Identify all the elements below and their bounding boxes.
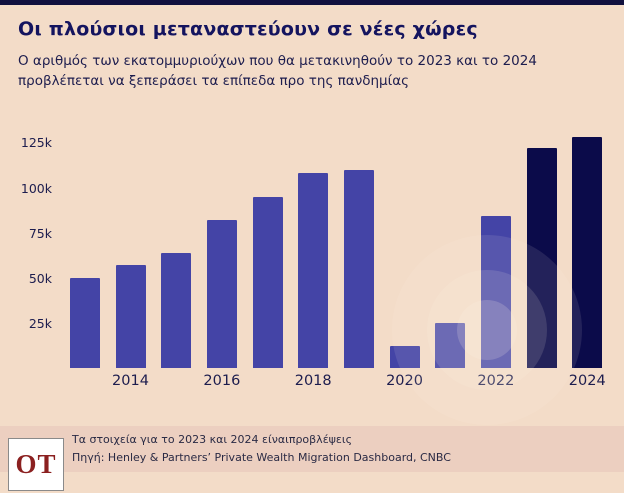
bar-2019 [343,170,374,368]
bar-2017 [252,197,283,368]
bar-2021 [435,323,466,368]
y-tick-label: 25k [28,316,52,331]
x-axis: 2014 2016 2018 2020 2022 2024 [62,373,610,393]
plot-area [62,128,610,368]
bar-slot [473,128,519,368]
bar-slot [427,128,473,368]
bar-2020 [389,346,420,368]
bar-2014 [115,265,146,368]
x-tick-label: 2020 [386,373,423,389]
bar-slot [108,128,154,368]
y-axis: 25k 50k 75k 100k 125k [10,125,54,368]
bar-chart: 25k 50k 75k 100k 125k 2014 2016 2018 2020 2022 20… [10,125,612,393]
bar-2016 [206,220,237,368]
x-tick-label: 2022 [477,373,515,389]
y-tick-label: 50k [28,271,52,286]
x-tick-label: 2024 [568,373,606,389]
bar-2018 [298,173,329,368]
x-tick-label: 2014 [112,373,149,389]
bar-2013 [69,278,100,368]
bar-2022 [480,216,511,368]
bar-2023 [526,148,557,368]
top-border-strip [0,0,624,5]
x-tick-label [336,373,382,393]
bar-2024 [572,137,603,368]
x-tick-label: 2016 [203,373,241,389]
footer-source: Πηγή: Henley & Partners’ Private Wealth … [72,451,451,464]
bar-slot [245,128,291,368]
bar-2015 [161,253,192,368]
bar-slot [62,128,108,368]
y-tick-label: 100k [20,181,52,196]
chart-subtitle: Ο αριθμός των εκατομμυριούχων που θα μετ… [18,53,537,89]
bar-slot [382,128,428,368]
bar-slot [519,128,565,368]
y-tick-label: 125k [20,135,52,150]
bar-slot [290,128,336,368]
ot-logo-text: OT [15,449,57,479]
x-tick-label [519,373,565,393]
y-tick-label: 75k [28,226,52,241]
footer-note: Τα στοιχεία για το 2023 και 2024 είναιπρ… [72,433,353,446]
x-tick-label [245,373,291,393]
x-tick-label [427,373,473,393]
page-title: Οι πλούσιοι μεταναστεύουν σε νέες χώρες [18,18,478,40]
footer-band: Τα στοιχεία για το 2023 και 2024 είναιπρ… [0,426,624,472]
bar-slot [199,128,245,368]
x-tick-label: 2018 [294,373,332,389]
bar-slot [153,128,199,368]
x-tick-label [62,373,108,393]
x-tick-label [153,373,199,393]
bar-slot [564,128,610,368]
bar-slot [336,128,382,368]
ot-logo: OT [8,438,64,491]
